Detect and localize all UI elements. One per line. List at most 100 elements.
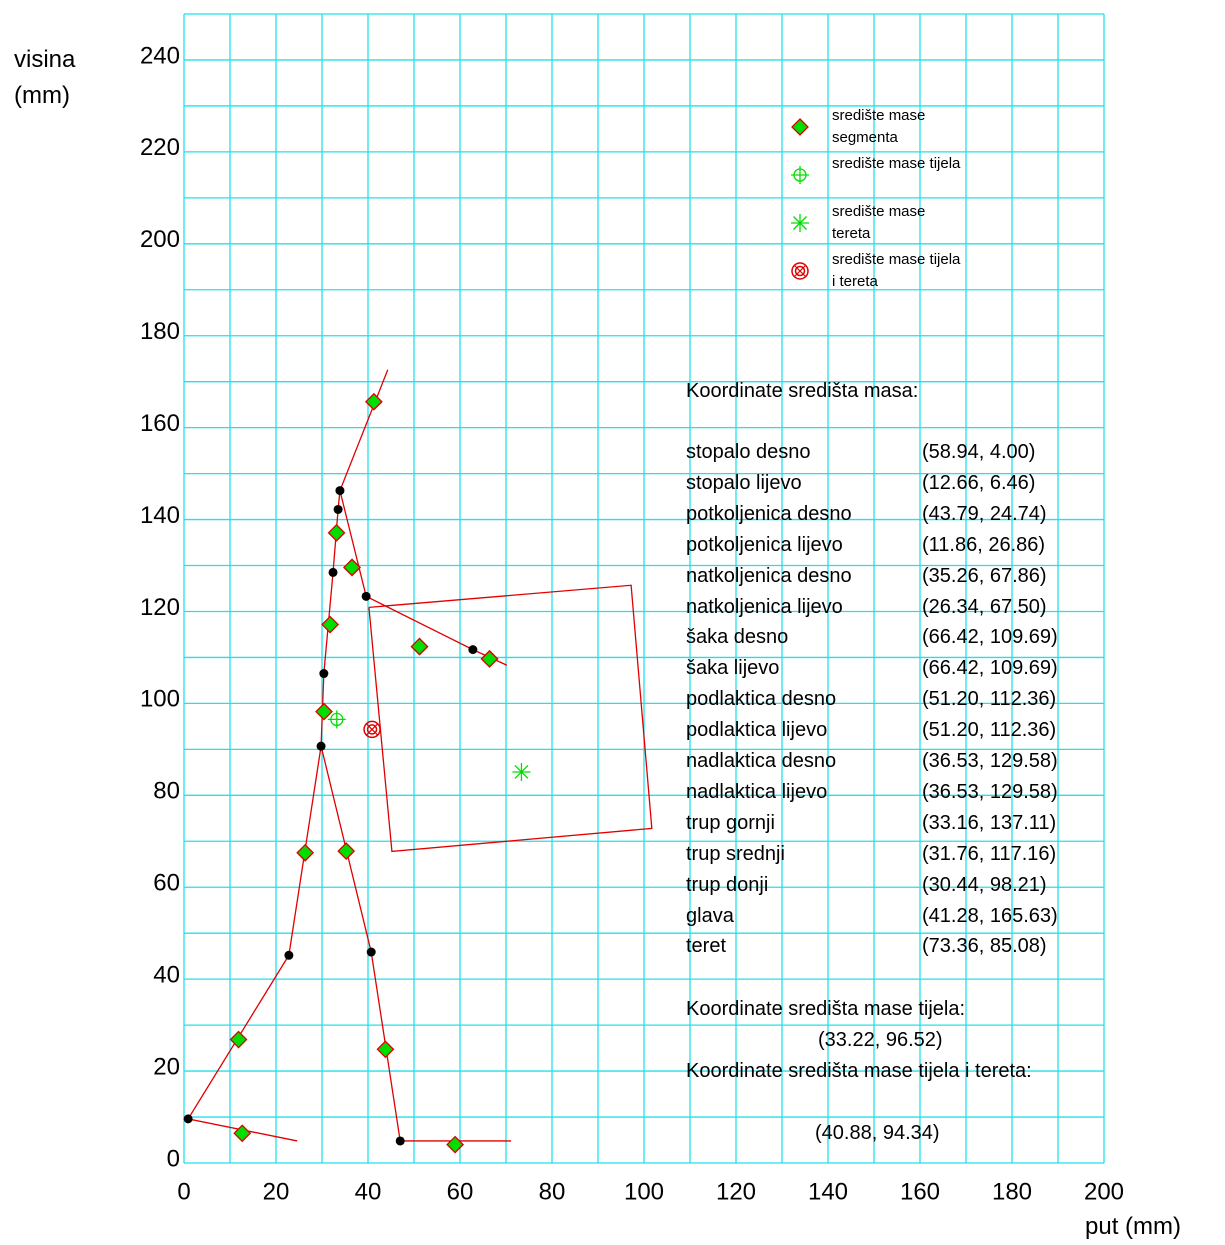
joint — [468, 645, 478, 655]
table-name: podlaktica desno — [686, 688, 837, 711]
x-tick-label: 0 — [177, 1178, 190, 1205]
table-coords: (51.20, 112.36) — [922, 719, 1057, 742]
marker-star — [512, 762, 531, 781]
marker-diamond — [233, 1124, 252, 1143]
y-tick-label: 240 — [140, 42, 180, 69]
skeleton-line — [339, 490, 508, 666]
marker-diamond — [446, 1135, 465, 1154]
table-coords: (12.66, 6.46) — [922, 471, 1036, 494]
marker-diamond — [321, 615, 340, 634]
table-coords: (36.53, 129.58) — [922, 780, 1058, 803]
marker-diamond — [410, 637, 429, 656]
x-tick-label: 140 — [808, 1178, 848, 1205]
ring — [794, 265, 806, 277]
marker-diamond — [315, 702, 333, 721]
table-name: trup srednji — [686, 842, 785, 865]
marker-target — [363, 720, 381, 739]
table-name: nadlaktica lijevo — [686, 780, 828, 803]
table-name: šaka desno — [686, 626, 789, 649]
y-tick-label: 180 — [140, 318, 180, 345]
marker-diamond — [376, 1040, 395, 1059]
star-ray — [793, 216, 807, 230]
marker-target — [791, 262, 809, 280]
y-tick-label: 60 — [153, 870, 180, 897]
diamond — [229, 1030, 248, 1049]
marker-diamond — [343, 558, 361, 577]
marker-crosshair — [791, 166, 809, 184]
marker-diamond — [480, 649, 499, 668]
diamond — [376, 1040, 395, 1059]
marker-diamond — [296, 843, 315, 862]
marker-diamond — [791, 118, 809, 136]
marker-diamond — [327, 523, 346, 542]
table-name: stopalo desno — [686, 441, 811, 463]
diamond — [321, 615, 340, 634]
y-tick-label: 80 — [153, 778, 180, 805]
joint — [319, 669, 329, 679]
joint — [366, 947, 376, 957]
table-coords: (66.42, 109.69) — [922, 657, 1058, 680]
joint — [316, 741, 326, 751]
combined-coords: (40.88, 94.34) — [815, 1122, 940, 1144]
table-coords: (66.42, 109.69) — [922, 626, 1058, 649]
table-name: natkoljenica desno — [686, 564, 852, 587]
table-coords: (73.36, 85.08) — [922, 935, 1047, 958]
ring — [366, 724, 378, 735]
y-axis-label: visina (mm) — [14, 46, 76, 109]
joint — [333, 504, 343, 514]
y-tick-label: 0 — [167, 1145, 180, 1172]
table-name: teret — [686, 935, 727, 958]
skeleton-line — [187, 745, 512, 1142]
table-name: šaka lijevo — [686, 657, 780, 680]
ring — [363, 720, 381, 739]
joint — [328, 567, 338, 577]
body-title: Koordinate središta mase tijela: — [686, 998, 966, 1020]
diamond — [315, 702, 333, 721]
table-name: potkoljenica desno — [686, 502, 852, 525]
marker-diamond — [364, 392, 383, 411]
y-tick-label: 20 — [153, 1053, 180, 1080]
star-ray — [514, 765, 529, 779]
x-tick-label: 80 — [539, 1178, 566, 1205]
diamond — [337, 842, 356, 861]
x-tick-label: 180 — [992, 1178, 1032, 1205]
table-name: nadlaktica desno — [686, 750, 837, 772]
y-tick-label: 200 — [140, 226, 180, 253]
table-name: trup gornji — [686, 811, 775, 834]
diamond — [327, 523, 346, 542]
cross — [793, 264, 807, 278]
table-name: glava — [686, 904, 734, 927]
table-coords: (31.76, 117.16) — [922, 842, 1057, 865]
joint — [335, 486, 345, 496]
table-coords: (33.16, 137.11) — [922, 811, 1057, 834]
table-coords: (41.28, 165.63) — [922, 904, 1058, 927]
y-tick-label: 120 — [140, 594, 180, 621]
marker-diamond — [229, 1030, 248, 1049]
cross — [365, 722, 379, 736]
diamond — [233, 1124, 252, 1143]
table-coords: (30.44, 98.21) — [922, 873, 1047, 896]
diamond — [446, 1135, 465, 1154]
table-coords: (43.79, 24.74) — [922, 502, 1047, 525]
table-coords: (51.20, 112.36) — [922, 688, 1057, 711]
skeleton-line — [320, 369, 389, 747]
diamond — [343, 558, 361, 577]
table-coords: (58.94, 4.00) — [922, 441, 1036, 463]
skeleton-line — [368, 584, 653, 853]
y-tick-label: 40 — [153, 962, 180, 989]
body-coords: (33.22, 96.52) — [818, 1029, 943, 1051]
legend-label: središte mase segmenta — [832, 107, 926, 146]
table-coords: (11.86, 26.86) — [922, 533, 1046, 556]
legend-label: središte mase tereta — [832, 203, 926, 242]
diamond — [791, 118, 809, 136]
joint — [284, 950, 294, 960]
ring — [791, 262, 809, 280]
marker-diamond — [337, 842, 356, 861]
table-coords: (36.53, 129.58) — [922, 750, 1058, 772]
y-tick-label: 220 — [140, 134, 180, 161]
y-tick-label: 140 — [140, 502, 180, 529]
marker-star — [791, 214, 809, 232]
x-tick-label: 100 — [624, 1178, 664, 1205]
